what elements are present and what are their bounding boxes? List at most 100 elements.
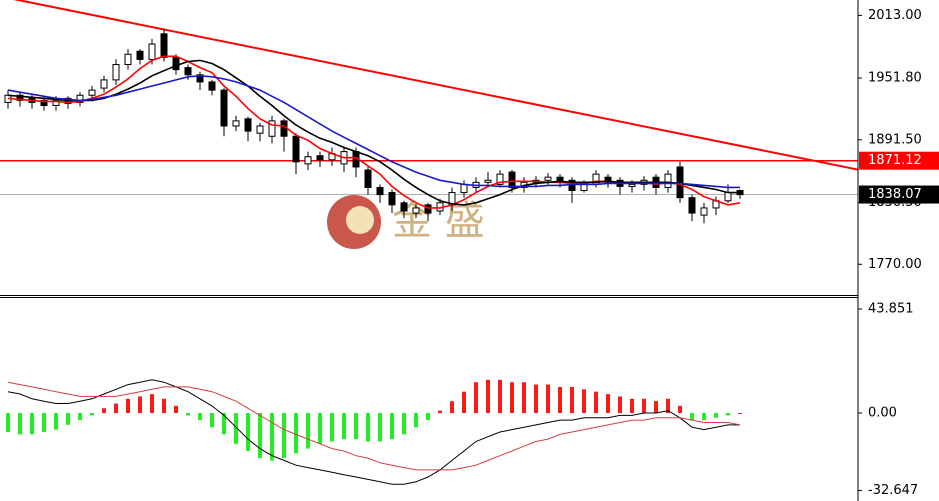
candle-body — [40, 99, 48, 107]
histogram-bar — [702, 413, 706, 421]
histogram-bar — [390, 413, 394, 440]
histogram-bar — [366, 413, 370, 442]
histogram-bar — [318, 413, 322, 444]
histogram-bar — [342, 413, 346, 440]
candle-body — [604, 176, 612, 183]
candle-body — [244, 118, 252, 132]
histogram-bar — [114, 403, 118, 414]
candle-body — [52, 99, 60, 107]
histogram-bar — [546, 384, 550, 414]
candle-body — [400, 202, 408, 212]
candle-body — [208, 81, 216, 91]
moving-average — [7, 74, 740, 189]
price-label: 1871.12 — [868, 153, 922, 168]
candle-body — [184, 67, 192, 76]
histogram-bar — [594, 391, 598, 414]
histogram-bar — [258, 413, 262, 459]
histogram-bar — [558, 386, 562, 414]
histogram-bar — [642, 398, 646, 414]
candle-body — [136, 50, 144, 60]
candle-body — [424, 204, 432, 214]
price-label: 1838.07 — [868, 187, 922, 202]
price-label-box — [859, 185, 939, 204]
histogram-bar — [354, 413, 358, 440]
histogram-bar — [282, 413, 286, 459]
histogram-bar — [570, 386, 574, 414]
macd-line — [7, 381, 741, 471]
histogram-bar — [174, 405, 178, 414]
histogram-bar — [714, 413, 718, 418]
histogram-bar — [498, 379, 502, 414]
histogram-bar — [330, 413, 334, 442]
candle-body — [88, 89, 96, 96]
candle-body — [160, 33, 168, 58]
y-tick-label: 2013.00 — [868, 8, 922, 23]
histogram-bar — [126, 398, 130, 414]
candle-body — [388, 192, 396, 206]
histogram-bar — [162, 398, 166, 414]
histogram-bar — [42, 413, 46, 432]
candle-body — [688, 197, 696, 214]
histogram-bar — [678, 405, 682, 414]
histogram-bar — [426, 413, 430, 421]
histogram-bar — [726, 413, 730, 416]
candle-body — [364, 169, 372, 188]
histogram-bar — [630, 398, 634, 414]
candle-body — [628, 183, 636, 187]
candle-body — [100, 79, 108, 89]
price-pane — [0, 0, 858, 224]
histogram-bar — [18, 413, 22, 435]
histogram-bar — [6, 413, 10, 432]
histogram-bar — [306, 413, 310, 449]
candle-body — [124, 53, 132, 66]
y-tick-label: -32.647 — [868, 483, 918, 498]
histogram-bar — [582, 389, 586, 414]
histogram-bar — [54, 413, 58, 430]
candle-body — [664, 173, 672, 188]
candle-body — [16, 94, 24, 101]
histogram-bar — [210, 413, 214, 428]
price-label-box — [859, 151, 939, 170]
y-tick-label: 0.00 — [868, 406, 897, 421]
candle-body — [544, 176, 552, 181]
histogram-bar — [666, 398, 670, 414]
histogram-bar — [270, 413, 274, 461]
histogram-bar — [522, 382, 526, 414]
histogram-bar — [462, 391, 466, 414]
histogram-bar — [738, 413, 742, 415]
y-tick-label: 1951.80 — [868, 71, 922, 86]
candle-body — [508, 171, 516, 188]
candle-body — [304, 156, 312, 165]
macd-pane — [6, 379, 742, 485]
histogram-bar — [198, 413, 202, 421]
histogram-bar — [66, 413, 70, 425]
histogram-bar — [474, 382, 478, 414]
candle-body — [412, 207, 420, 214]
y-tick-label: 1770.00 — [868, 257, 922, 272]
histogram-bar — [90, 413, 94, 416]
histogram-bar — [606, 394, 610, 414]
trend-line — [13, 0, 858, 171]
histogram-bar — [690, 413, 694, 421]
candle-body — [700, 207, 708, 216]
histogram-bar — [30, 413, 34, 435]
moving-average — [7, 59, 740, 206]
candle-body — [460, 183, 468, 194]
histogram-bar — [450, 401, 454, 414]
logo-inner — [346, 206, 374, 234]
candle-body — [292, 135, 300, 163]
histogram-bar — [486, 379, 490, 414]
y-tick-label: 43.851 — [868, 302, 914, 317]
histogram-bar — [414, 413, 418, 428]
histogram-bar — [234, 413, 238, 444]
candle-body — [196, 74, 204, 83]
candle-body — [148, 43, 156, 60]
histogram-bar — [246, 413, 250, 451]
macd-line — [7, 379, 740, 485]
candle-body — [496, 173, 504, 185]
candle-body — [256, 125, 264, 134]
candle-body — [376, 186, 384, 196]
